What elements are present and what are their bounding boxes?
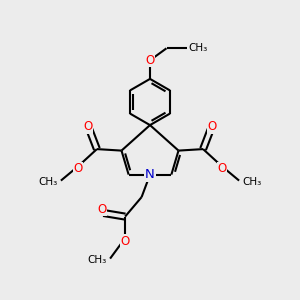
Text: CH₃: CH₃ xyxy=(38,177,57,187)
Text: N: N xyxy=(145,168,155,181)
Text: O: O xyxy=(218,162,226,175)
Text: CH₃: CH₃ xyxy=(188,43,208,53)
Text: O: O xyxy=(83,120,92,133)
Text: O: O xyxy=(98,203,106,216)
Text: O: O xyxy=(146,54,154,67)
Text: CH₃: CH₃ xyxy=(88,255,107,265)
Text: O: O xyxy=(208,120,217,133)
Text: O: O xyxy=(74,162,82,175)
Text: CH₃: CH₃ xyxy=(243,177,262,187)
Text: O: O xyxy=(121,235,130,248)
